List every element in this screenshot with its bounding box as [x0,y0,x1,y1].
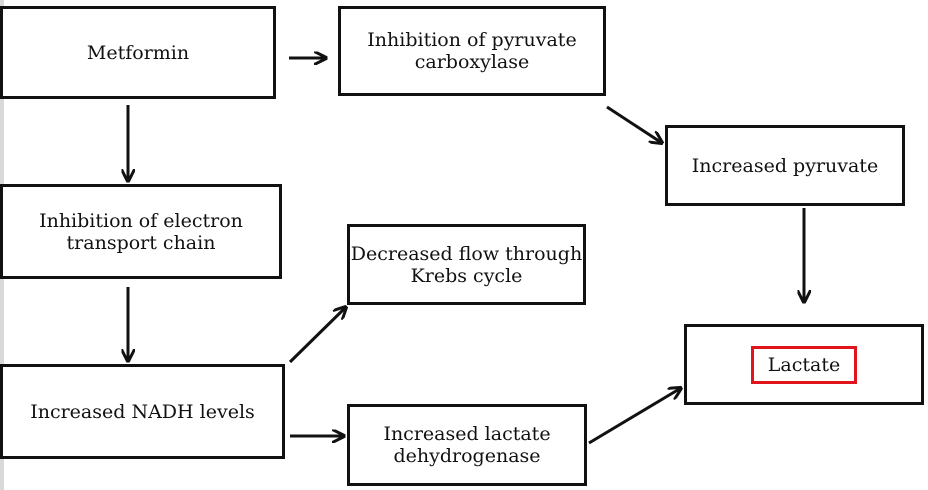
increased-pyruvate-box: Increased pyruvate [665,125,905,206]
nadh-levels-label: Increased NADH levels [30,400,255,423]
lactate-box: Lactate [684,324,924,405]
lactate-label: Lactate [750,345,858,384]
increased-pyruvate-label: Increased pyruvate [691,154,879,177]
krebs-cycle-box: Decreased flow through Krebs cycle [347,224,586,305]
electron-transport-box: Inhibition of electron transport chain [0,184,282,279]
metformin-box: Metformin [0,6,276,99]
arrow-pyruvate-carboxylase-to-increased-pyruvate [606,105,662,143]
electron-transport-label: Inhibition of electron transport chain [39,209,243,254]
arrow-lactate-dehydrogenase-to-lactate [588,388,681,445]
metformin-label: Metformin [86,41,190,64]
arrow-nadh-to-krebs [288,307,346,364]
lactate-dehydrogenase-label: Increased lactate dehydrogenase [383,423,551,467]
nadh-levels-box: Increased NADH levels [0,364,285,459]
pyruvate-carboxylase-box: Inhibition of pyruvate carboxylase [338,6,606,96]
krebs-cycle-label: Decreased flow through Krebs cycle [350,242,583,287]
pyruvate-carboxylase-label: Inhibition of pyruvate carboxylase [367,29,577,73]
lactate-dehydrogenase-box: Increased lactate dehydrogenase [347,404,587,486]
